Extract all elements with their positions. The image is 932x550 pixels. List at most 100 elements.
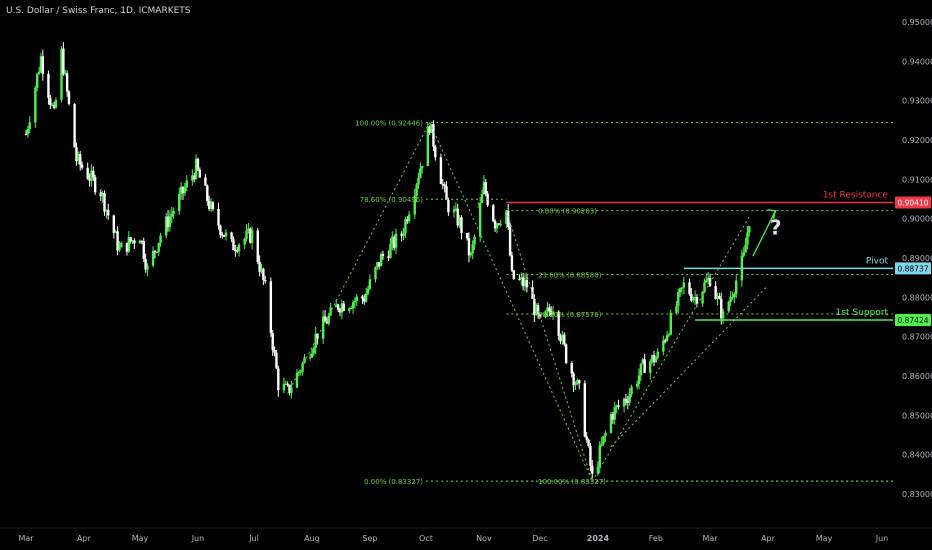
- candle-body: [381, 254, 385, 256]
- candle-body: [615, 405, 618, 408]
- candle-body: [419, 168, 422, 178]
- candle-body: [692, 298, 695, 301]
- price-tick-label: 0.84000: [902, 451, 932, 460]
- candle-body: [406, 219, 409, 222]
- candle-body: [703, 282, 706, 292]
- candle-body: [146, 265, 149, 270]
- candle-body: [314, 333, 317, 348]
- candle-body: [194, 158, 198, 179]
- candle-body: [669, 312, 673, 335]
- candle-body: [323, 316, 327, 322]
- candle-body: [36, 73, 39, 88]
- level-name: 1st Support: [836, 308, 889, 318]
- candle-body: [310, 353, 314, 358]
- candle-body: [368, 279, 372, 289]
- candle-body: [521, 277, 525, 287]
- candle-body: [269, 281, 273, 333]
- candle-body: [443, 184, 446, 187]
- candle-body: [93, 177, 97, 193]
- candle-body: [140, 240, 144, 242]
- candle-body: [705, 280, 708, 283]
- level-price-tag-text: 0.88737: [897, 264, 928, 273]
- candle-body: [232, 239, 235, 251]
- candle-body: [675, 306, 678, 313]
- candle-body: [211, 202, 215, 209]
- candle-body: [67, 91, 71, 104]
- candle-body: [628, 393, 631, 403]
- candle-body: [127, 237, 130, 252]
- candle-body: [260, 268, 263, 272]
- candle-body: [316, 333, 319, 339]
- time-tick-label: Jun: [875, 534, 889, 543]
- candle-body: [155, 251, 159, 253]
- time-tick-label: Apr: [761, 534, 776, 543]
- candle-body: [166, 216, 170, 227]
- candle-body: [209, 202, 213, 209]
- candle-body: [262, 268, 265, 281]
- candle-body: [107, 209, 110, 216]
- candle-body: [80, 164, 84, 168]
- time-tick-label: Oct: [419, 534, 433, 543]
- candle-body: [426, 126, 430, 167]
- candle-body: [680, 287, 684, 289]
- candle-body: [663, 340, 667, 342]
- candle-body: [611, 414, 615, 420]
- candle-body: [458, 217, 461, 226]
- candle-body: [120, 242, 123, 248]
- candle-body: [282, 384, 286, 391]
- candle-body: [667, 334, 671, 336]
- candle-body: [133, 240, 136, 244]
- candle-body: [682, 282, 686, 288]
- candle-body: [364, 293, 368, 302]
- candle-body: [609, 414, 613, 433]
- candle-body: [600, 443, 603, 446]
- channel-line: [610, 285, 769, 448]
- candle-body: [460, 217, 463, 233]
- candle-body: [28, 122, 31, 130]
- candle-body: [101, 192, 104, 197]
- candle-body: [445, 186, 448, 200]
- candle-body: [41, 56, 45, 74]
- candle-body: [243, 238, 246, 245]
- candle-body: [639, 363, 643, 376]
- candle-body: [284, 383, 287, 385]
- time-tick-label: May: [132, 534, 149, 543]
- candle-body: [350, 308, 353, 310]
- level-price-tag: [895, 196, 931, 209]
- candle-body: [432, 124, 435, 147]
- price-tick-label: 0.86000: [902, 372, 932, 381]
- fib-level-label: 23.60% (0.88580): [538, 272, 602, 280]
- candle-body: [26, 129, 30, 135]
- candle-body: [79, 154, 82, 165]
- candle-body: [129, 237, 132, 242]
- candle-body: [105, 209, 108, 212]
- candle-body: [138, 240, 142, 244]
- candle-body: [206, 185, 209, 201]
- price-tick-label: 0.95000: [902, 18, 932, 27]
- candle-body: [400, 233, 403, 236]
- candle-body: [421, 166, 424, 169]
- candle-body: [718, 295, 721, 300]
- level-price-tag-text: 0.87424: [897, 316, 928, 325]
- candle-body: [191, 175, 194, 181]
- price-tick-label: 0.92000: [902, 136, 932, 145]
- candle-body: [392, 236, 396, 248]
- candle-body: [559, 335, 562, 342]
- candle-body: [748, 226, 751, 233]
- price-tick-label: 0.85000: [902, 411, 932, 420]
- fib-level-label: 38.20% (0.87576): [538, 311, 602, 319]
- candle-body: [181, 186, 185, 194]
- candle-body: [237, 244, 241, 252]
- candle-body: [234, 250, 237, 252]
- candle-body: [549, 311, 553, 316]
- candle-body: [649, 361, 652, 373]
- candle-body: [235, 250, 239, 252]
- candle-body: [467, 238, 471, 256]
- fib-trendline: [505, 210, 593, 482]
- candle-body: [563, 334, 566, 345]
- candle-body: [297, 372, 301, 374]
- candle-body: [271, 332, 274, 351]
- candle-body: [447, 199, 450, 213]
- candle-body: [456, 208, 459, 226]
